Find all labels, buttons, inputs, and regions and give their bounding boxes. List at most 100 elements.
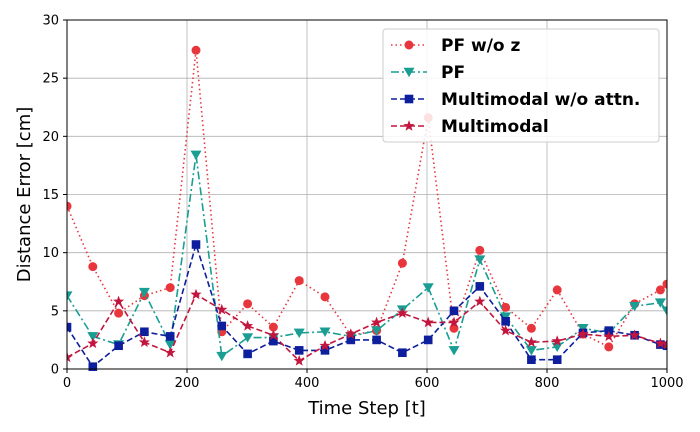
data-point — [501, 302, 511, 312]
series-3 — [67, 288, 667, 366]
data-point — [87, 332, 99, 342]
data-point — [629, 329, 641, 341]
data-point — [527, 355, 536, 364]
data-point — [525, 336, 537, 347]
data-point — [191, 45, 201, 55]
data-point — [371, 316, 383, 328]
data-point — [525, 346, 537, 356]
data-point — [474, 255, 486, 265]
data-point — [552, 355, 562, 364]
data-point — [67, 291, 73, 301]
y-tick-label: 10 — [42, 246, 59, 261]
legend-entry: Multimodal w/o attn. — [391, 90, 640, 110]
data-point — [398, 348, 407, 358]
x-tick-label: 0 — [63, 376, 71, 391]
data-point — [629, 301, 641, 312]
data-point — [140, 327, 149, 337]
data-point — [190, 288, 202, 300]
x-tick-label: 600 — [415, 376, 440, 391]
data-point — [88, 362, 98, 371]
data-point — [475, 245, 485, 255]
data-point — [267, 329, 279, 341]
legend-label: PF w/o z — [441, 36, 521, 56]
data-point — [577, 328, 589, 339]
data-point — [604, 342, 614, 352]
y-tick-label: 15 — [42, 188, 59, 203]
data-point — [501, 317, 510, 326]
series-line — [67, 293, 667, 362]
data-point — [87, 337, 99, 349]
data-point — [475, 282, 485, 291]
data-point — [242, 320, 254, 331]
axis-ticks: 0 200 400 600 800 1000 0 5 10 15 20 25 30 — [42, 14, 683, 392]
data-point — [345, 328, 357, 339]
legend-label: PF — [441, 63, 465, 83]
x-tick-label: 1000 — [650, 376, 683, 391]
data-point — [449, 306, 459, 316]
data-point — [293, 355, 305, 366]
y-tick-label: 0 — [51, 363, 59, 378]
legend-entry: PF w/o z — [391, 36, 521, 56]
data-point — [603, 330, 615, 342]
legend-entry: Multimodal — [391, 117, 549, 137]
series-layer — [67, 45, 667, 371]
data-point — [88, 262, 98, 272]
data-point — [67, 201, 72, 211]
y-axis-label: Distance Error [cm] — [14, 107, 35, 283]
y-tick-label: 5 — [51, 304, 59, 319]
data-point — [190, 150, 202, 161]
data-point — [138, 336, 150, 347]
data-point — [319, 327, 331, 337]
data-point — [164, 346, 176, 358]
data-point — [397, 258, 407, 268]
data-point — [114, 341, 123, 351]
data-point — [551, 335, 563, 346]
data-point — [661, 306, 667, 316]
legend-marker — [404, 40, 414, 50]
data-point — [319, 339, 331, 351]
x-tick-label: 200 — [175, 376, 200, 391]
data-point — [422, 316, 434, 328]
legend-label: Multimodal — [441, 117, 549, 137]
series-line — [67, 241, 667, 368]
data-point — [138, 287, 150, 298]
data-point — [552, 285, 562, 295]
legend-entry: PF — [391, 63, 465, 83]
data-point — [661, 338, 667, 350]
data-point — [320, 292, 330, 302]
data-point — [500, 324, 512, 336]
x-axis-label: Time Step [t] — [307, 398, 426, 419]
legend: PF w/o z PF Multimodal w/o attn. Multimodal — [382, 28, 660, 143]
data-point — [113, 295, 125, 307]
data-point — [243, 299, 253, 309]
y-tick-label: 25 — [42, 72, 59, 87]
data-point — [67, 351, 73, 363]
legend-label: Multimodal w/o attn. — [441, 90, 640, 110]
data-point — [371, 326, 383, 336]
data-point — [114, 308, 124, 318]
data-point — [449, 323, 459, 333]
y-tick-label: 20 — [42, 130, 59, 145]
data-point — [474, 295, 486, 307]
data-point — [372, 335, 381, 345]
y-tick-label: 30 — [42, 14, 59, 29]
data-point — [294, 346, 304, 355]
data-point — [655, 285, 665, 295]
data-point — [216, 303, 228, 315]
series-2 — [67, 240, 667, 371]
data-point — [422, 283, 434, 293]
data-point — [191, 240, 201, 249]
data-point — [217, 321, 227, 331]
data-point — [242, 333, 254, 343]
data-point — [165, 332, 175, 341]
legend-marker — [404, 94, 414, 104]
legend-marker — [403, 67, 415, 78]
data-point — [67, 322, 72, 332]
data-point — [423, 335, 433, 345]
x-tick-label: 800 — [535, 376, 560, 391]
data-point — [243, 349, 252, 359]
data-point — [448, 346, 460, 356]
data-point — [654, 298, 666, 308]
data-point — [654, 337, 666, 349]
